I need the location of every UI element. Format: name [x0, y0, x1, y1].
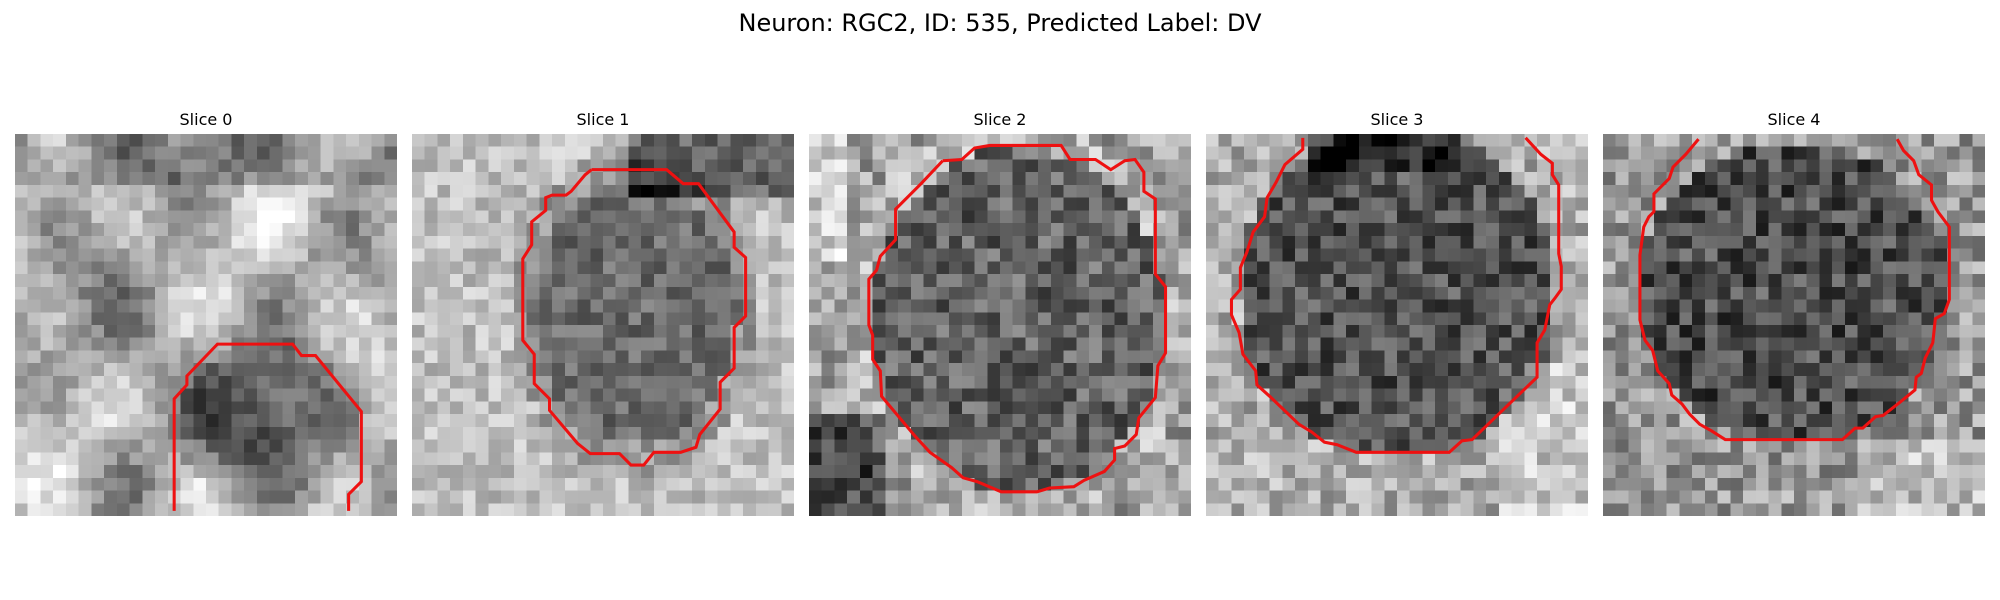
cell-contour-0 — [172, 342, 363, 511]
slice-image-1 — [412, 134, 794, 516]
slice-panel-4: Slice 4 — [1603, 110, 1985, 516]
slice-title-2: Slice 2 — [973, 110, 1027, 129]
figure-title: Neuron: RGC2, ID: 535, Predicted Label: … — [738, 9, 1262, 37]
slice-panel-3: Slice 3 — [1206, 110, 1588, 516]
slice-panel-0: Slice 0 — [15, 110, 397, 516]
cell-contour-1 — [521, 168, 748, 467]
slice-title-1: Slice 1 — [576, 110, 630, 129]
slice-panel-2: Slice 2 — [809, 110, 1191, 516]
cell-contour-2 — [867, 143, 1168, 494]
slice-title-3: Slice 3 — [1370, 110, 1424, 129]
slice-image-3 — [1206, 134, 1588, 516]
slice-title-0: Slice 0 — [179, 110, 233, 129]
slice-panel-1: Slice 1 — [412, 110, 794, 516]
slice-image-4 — [1603, 134, 1985, 516]
cell-contour-3 — [1229, 136, 1563, 454]
cell-contour-4 — [1638, 138, 1951, 442]
slice-image-2 — [809, 134, 1191, 516]
slice-image-0 — [15, 134, 397, 516]
slice-title-4: Slice 4 — [1767, 110, 1821, 129]
